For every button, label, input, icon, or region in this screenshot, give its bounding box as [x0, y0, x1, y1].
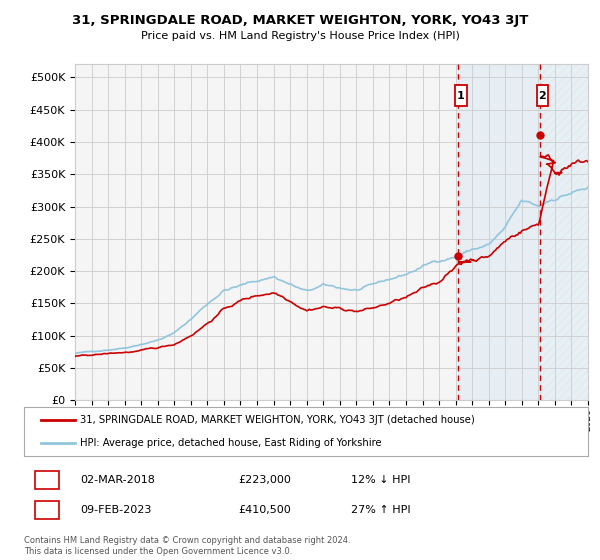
Bar [458, 64, 540, 400]
Text: £410,500: £410,500 [238, 505, 291, 515]
Text: 31, SPRINGDALE ROAD, MARKET WEIGHTON, YORK, YO43 3JT: 31, SPRINGDALE ROAD, MARKET WEIGHTON, YO… [72, 14, 528, 27]
Text: 1: 1 [457, 91, 464, 101]
FancyBboxPatch shape [35, 501, 59, 519]
FancyBboxPatch shape [455, 85, 467, 106]
Text: 31, SPRINGDALE ROAD, MARKET WEIGHTON, YORK, YO43 3JT (detached house): 31, SPRINGDALE ROAD, MARKET WEIGHTON, YO… [80, 416, 475, 426]
Text: 2: 2 [43, 503, 51, 516]
Text: HPI: Average price, detached house, East Riding of Yorkshire: HPI: Average price, detached house, East… [80, 438, 382, 448]
Text: 2: 2 [539, 91, 547, 101]
Text: 09-FEB-2023: 09-FEB-2023 [80, 505, 152, 515]
Text: 27% ↑ HPI: 27% ↑ HPI [351, 505, 411, 515]
Text: 02-MAR-2018: 02-MAR-2018 [80, 475, 155, 485]
Text: Price paid vs. HM Land Registry's House Price Index (HPI): Price paid vs. HM Land Registry's House … [140, 31, 460, 41]
FancyBboxPatch shape [35, 471, 59, 489]
Text: 12% ↓ HPI: 12% ↓ HPI [351, 475, 410, 485]
Text: 1: 1 [43, 474, 51, 487]
FancyBboxPatch shape [536, 85, 548, 106]
Text: Contains HM Land Registry data © Crown copyright and database right 2024.
This d: Contains HM Land Registry data © Crown c… [24, 536, 350, 556]
Bar [540, 64, 588, 400]
Text: £223,000: £223,000 [238, 475, 291, 485]
